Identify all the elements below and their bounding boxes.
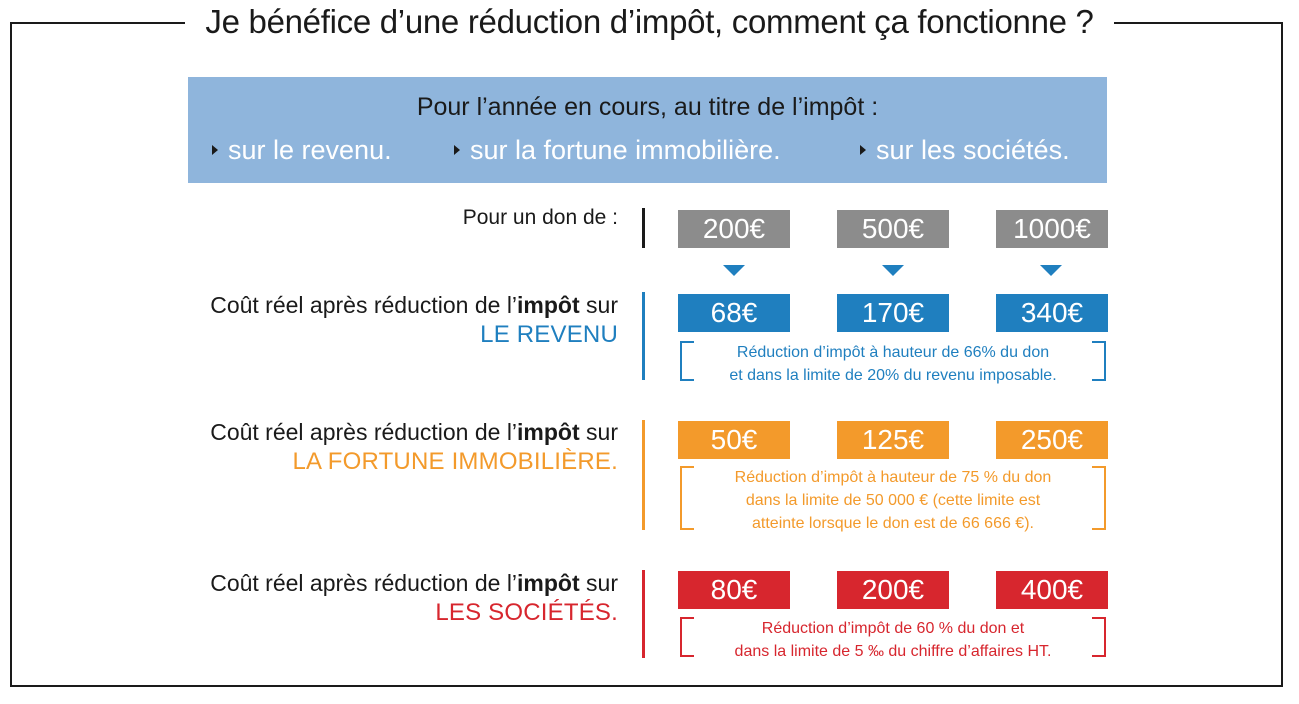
cost-value: 170€ [837,294,949,332]
row-label-fortune: Coût réel après réduction de l’impôt sur… [210,419,618,475]
cost-value: 50€ [678,421,790,459]
cost-value: 125€ [837,421,949,459]
page-title: Je bénéfice d’une réduction d’impôt, com… [185,0,1114,46]
row-bar [642,420,645,530]
down-arrow-icon [723,265,745,276]
cost-value: 250€ [996,421,1108,459]
row-label-revenu: Coût réel après réduction de l’impôt sur… [210,292,618,348]
banner-heading: Pour l’année en cours, au titre de l’imp… [416,93,879,121]
bullet-arrow-icon [212,144,218,155]
donation-label: Pour un don de : [462,206,618,229]
title-bar: Je bénéfice d’une réduction d’impôt, com… [0,0,1299,46]
note-revenu: Réduction d’impôt à hauteur de 66% du do… [680,341,1106,384]
down-arrow-icon [882,265,904,276]
bullet-arrow-icon [860,144,866,155]
donation-amount: 1000€ [996,210,1108,248]
row-kind: LE REVENU [480,321,618,348]
cost-value: 80€ [678,571,790,609]
cost-value: 400€ [996,571,1108,609]
note-societes: Réduction d’impôt de 60 % du don et dans… [680,617,1106,660]
donation-amount: 500€ [837,210,949,248]
bullet-arrow-icon [454,144,460,155]
banner-item-revenu: sur le revenu. [212,135,392,166]
tax-banner: Pour l’année en cours, au titre de l’imp… [188,77,1107,183]
cost-value: 68€ [678,294,790,332]
row-bar [642,570,645,658]
row-bar [642,292,645,380]
separator-bar [642,208,645,248]
row-kind: LES SOCIÉTÉS. [435,599,618,626]
cost-value: 340€ [996,294,1108,332]
banner-item-fortune: sur la fortune immobilière. [454,135,781,166]
cost-value: 200€ [837,571,949,609]
donation-amount: 200€ [678,210,790,248]
note-fortune: Réduction d’impôt à hauteur de 75 % du d… [680,466,1106,532]
row-label-societes: Coût réel après réduction de l’impôt sur… [210,570,618,626]
down-arrow-icon [1040,265,1062,276]
banner-item-societes: sur les sociétés. [860,135,1070,166]
row-kind: LA FORTUNE IMMOBILIÈRE. [292,448,618,475]
